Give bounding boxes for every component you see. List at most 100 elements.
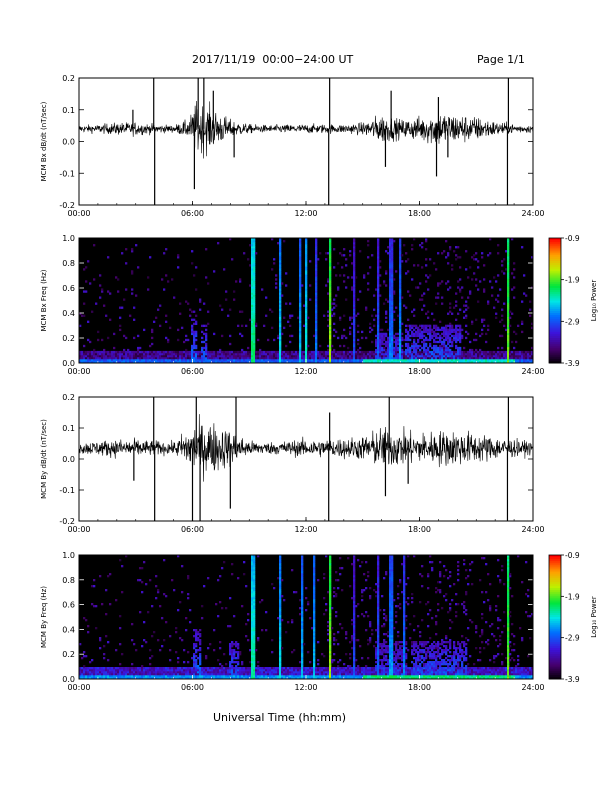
spectrogram-cell — [359, 645, 362, 648]
spectrogram-cell — [295, 591, 298, 594]
spectrogram-cell — [111, 675, 114, 678]
spectrogram-cell — [329, 334, 332, 338]
spectrogram-cell — [353, 260, 356, 263]
spectrogram-cell — [315, 292, 318, 295]
spectrogram-cell — [299, 324, 302, 328]
spectrogram-cell — [507, 284, 510, 287]
spectrogram-cell — [259, 352, 262, 356]
spectrogram-cell — [79, 352, 82, 356]
spectrogram-cell — [173, 675, 176, 678]
spectrogram-cell — [385, 342, 388, 346]
spectrogram-cell — [279, 567, 282, 570]
spectrogram-cell — [507, 248, 510, 251]
spectrogram-cell — [313, 645, 316, 648]
spectrogram-cell — [87, 338, 90, 342]
spectrogram-cell — [317, 663, 320, 666]
spectrogram-cell — [115, 352, 118, 356]
spectrogram-cell — [437, 350, 440, 354]
panel-by-derivative: 00:00 06:00 12:00 18:00 24:00-0.2-0.10.00.10… — [40, 393, 545, 534]
spectrogram-cell — [353, 312, 356, 315]
spectrogram-cell — [149, 352, 152, 356]
signal-trace — [78, 414, 534, 482]
spectrogram-cell — [243, 358, 246, 362]
colorbar-step — [549, 267, 561, 270]
spectrogram-cell — [315, 242, 318, 245]
spectrogram-cell — [387, 358, 390, 362]
spectrogram-cell — [193, 332, 196, 336]
spectrogram-cell — [193, 657, 196, 660]
spectrogram-cell — [359, 356, 362, 360]
spectrogram-cell — [197, 669, 200, 672]
spectrogram-cell — [121, 356, 124, 360]
spectrogram-cell — [313, 653, 316, 656]
spectrogram-cell — [303, 677, 306, 680]
spectrogram-cell — [293, 671, 296, 674]
colorbar-step — [549, 317, 561, 320]
spectrogram-cell — [253, 320, 256, 323]
spectrogram-cell — [407, 360, 410, 364]
spectrogram-cell — [267, 352, 270, 356]
spectrogram-cell — [353, 256, 356, 259]
spectrogram-cell — [399, 344, 402, 348]
spectrogram-cell — [199, 655, 202, 658]
spectrogram-cell — [305, 669, 308, 672]
spectrogram-cell — [339, 671, 342, 674]
spectrogram-cell — [309, 352, 312, 356]
spectrogram-cell — [157, 350, 160, 354]
x-tick-label: 18:00 — [408, 525, 431, 534]
spectrogram-cell — [197, 673, 200, 676]
spectrogram-cell — [171, 669, 174, 672]
spectrogram-cell — [531, 256, 534, 259]
spectrogram-cell — [501, 350, 504, 354]
spectrogram-cell — [193, 673, 196, 676]
spectrogram-cell — [253, 627, 256, 630]
spectrogram-cell — [253, 248, 256, 251]
spectrogram-cell — [517, 360, 520, 364]
spectrogram-cell — [359, 290, 362, 293]
spectrogram-cell — [105, 675, 108, 678]
spectrogram-cell — [233, 643, 236, 646]
spectrogram-cell — [191, 324, 194, 328]
spectrogram-cell — [279, 559, 282, 562]
spectrogram-cell — [329, 675, 332, 678]
spectrogram-cell — [495, 354, 498, 358]
spectrogram-cell — [331, 354, 334, 358]
spectrogram-cell — [441, 296, 444, 299]
spectrogram-cell — [277, 675, 280, 678]
spectrogram-cell — [417, 264, 420, 267]
spectrogram-cell — [291, 669, 294, 672]
spectrogram-cell — [299, 254, 302, 257]
spectrogram-cell — [105, 350, 108, 354]
spectrogram-cell — [291, 671, 294, 674]
spectrogram-cell — [377, 298, 380, 301]
spectrogram-cell — [103, 657, 106, 660]
spectrogram-cell — [115, 599, 118, 602]
spectrogram-cell — [279, 258, 282, 261]
spectrogram-cell — [305, 308, 308, 311]
spectrogram-cell — [255, 350, 258, 354]
spectrogram-cell — [229, 673, 232, 676]
spectrogram-cell — [521, 358, 524, 362]
spectrogram-cell — [353, 555, 356, 558]
spectrogram-cell — [305, 322, 308, 325]
colorbar-step — [549, 292, 561, 295]
spectrogram-cell — [203, 340, 206, 344]
spectrogram-cell — [393, 290, 396, 293]
spectrogram-cell — [475, 356, 478, 360]
spectrogram-cell — [161, 354, 164, 358]
spectrogram-cell — [137, 356, 140, 360]
spectrogram-cell — [143, 328, 146, 332]
spectrogram-cell — [253, 288, 256, 291]
spectrogram-cell — [395, 360, 398, 364]
spectrogram-cell — [399, 276, 402, 279]
spectrogram-cell — [399, 248, 402, 251]
spectrogram-cell — [315, 304, 318, 307]
spectrogram-cell — [457, 358, 460, 362]
spectrogram-cell — [299, 242, 302, 245]
spectrogram-cell — [161, 671, 164, 674]
spectrogram-cell — [443, 340, 446, 344]
spectrogram-cell — [431, 328, 434, 332]
spectrogram-cell — [253, 621, 256, 624]
spectrogram-cell — [133, 354, 136, 358]
